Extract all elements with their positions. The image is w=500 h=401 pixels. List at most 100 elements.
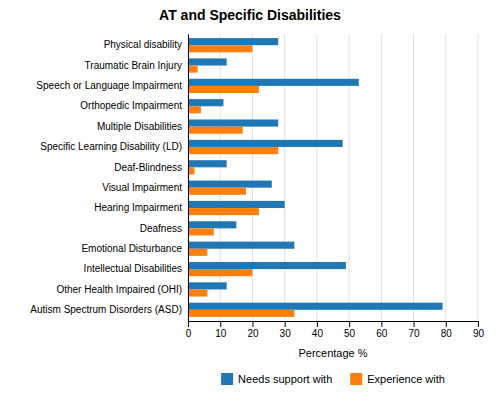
y-tick: Physical disability: [104, 39, 182, 50]
y-tick-label: Physical disability: [104, 39, 182, 50]
bar: [188, 181, 272, 188]
y-tick: Deaf-Blindness: [114, 162, 182, 173]
y-tick-label: Deaf-Blindness: [114, 162, 182, 173]
x-tick-label: 50: [344, 328, 356, 339]
y-tick: Other Health Impaired (OHI): [56, 284, 182, 295]
x-tick-label: 30: [280, 328, 292, 339]
x-tick: 60: [376, 321, 388, 339]
x-tick-label: 90: [473, 328, 485, 339]
y-tick: Deafness: [140, 223, 182, 234]
legend-swatch: [350, 373, 362, 385]
bar: [188, 282, 227, 289]
grid-line: [478, 34, 479, 321]
grid-line: [413, 34, 414, 321]
grid-line: [445, 34, 446, 321]
x-axis-line: [189, 322, 479, 328]
x-tick-label: 0: [186, 328, 192, 339]
y-tick-label: Emotional Disturbance: [81, 243, 182, 254]
grid-line: [188, 34, 189, 321]
x-tick-mark: [285, 321, 286, 327]
y-tick: Orthopedic Impairment: [80, 100, 182, 111]
y-tick-label: Visual Impairment: [102, 182, 182, 193]
x-tick-mark: [317, 321, 318, 327]
y-tick: Intellectual Disabilities: [84, 263, 182, 274]
y-tick: Specific Learning Disability (LD): [40, 141, 182, 152]
bar: [188, 160, 227, 167]
legend-swatch: [221, 373, 233, 385]
bar: [188, 249, 207, 256]
x-tick: 90: [473, 321, 485, 339]
y-tick: Hearing Impairment: [94, 202, 182, 213]
legend: Needs support with Experience with: [221, 373, 445, 385]
grid: [188, 34, 478, 321]
legend-label: Needs support with: [238, 373, 332, 385]
grid-line: [220, 34, 221, 321]
x-tick-mark: [381, 321, 382, 327]
bar: [188, 140, 343, 147]
y-tick-label: Multiple Disabilities: [97, 121, 182, 132]
bar: [188, 147, 278, 154]
x-axis-title: Percentage %: [298, 347, 367, 359]
x-tick-label: 60: [376, 328, 388, 339]
x-tick-label: 10: [215, 328, 227, 339]
x-tick: 0: [186, 321, 192, 339]
legend-item: Needs support with: [221, 373, 332, 385]
bar: [188, 45, 252, 52]
x-tick: 40: [312, 321, 324, 339]
bar: [188, 119, 278, 126]
x-tick-mark: [349, 321, 350, 327]
bar: [188, 79, 359, 86]
x-tick-label: 80: [441, 328, 453, 339]
legend-label: Experience with: [367, 373, 445, 385]
bar-series: [188, 38, 443, 310]
x-tick-mark: [414, 321, 415, 327]
grid-line: [284, 34, 285, 321]
bars: [188, 38, 443, 317]
title: AT and Specific Disabilities: [159, 7, 341, 23]
x-tick-mark: [478, 321, 479, 327]
x-tick: 70: [408, 321, 420, 339]
x-tick-mark: [220, 321, 221, 327]
bar: [188, 262, 346, 269]
y-tick-label: Autism Spectrum Disorders (ASD): [30, 304, 182, 315]
y-tick-label: Hearing Impairment: [94, 202, 182, 213]
bar: [188, 208, 259, 215]
x-tick: 80: [441, 321, 453, 339]
bar: [188, 303, 443, 310]
y-tick: Traumatic Brain Injury: [85, 60, 182, 71]
y-tick: Autism Spectrum Disorders (ASD): [30, 304, 182, 315]
y-axis-line: [188, 35, 189, 322]
y-tick-label: Specific Learning Disability (LD): [40, 141, 182, 152]
legend-item: Experience with: [350, 373, 445, 385]
x-tick-label: 20: [247, 328, 259, 339]
x-axis: 0 10 20 30 40 50 60 70 80 90: [186, 321, 485, 339]
y-tick-label: Deafness: [140, 223, 182, 234]
x-tick: 50: [344, 321, 356, 339]
bar: [188, 221, 236, 228]
x-tick-mark: [188, 321, 189, 327]
bar-series: [188, 45, 294, 317]
bar: [188, 58, 227, 65]
y-tick: Visual Impairment: [102, 182, 182, 193]
plot-area: 0 10 20 30 40 50 60 70 80 90 Autism Spectrum Disor…: [30, 34, 484, 359]
bar: [188, 228, 214, 235]
bar: [188, 106, 201, 113]
x-tick-label: 70: [408, 328, 420, 339]
y-tick: Multiple Disabilities: [97, 121, 182, 132]
y-tick-label: Other Health Impaired (OHI): [56, 284, 182, 295]
grid-line: [381, 34, 382, 321]
grid-line: [252, 34, 253, 321]
grid-line: [316, 34, 317, 321]
y-tick-label: Traumatic Brain Injury: [85, 60, 182, 71]
y-tick-label: Orthopedic Impairment: [80, 100, 182, 111]
y-tick: Emotional Disturbance: [81, 243, 182, 254]
chart: 0 10 20 30 40 50 60 70 80 90 Autism Spectrum Disor…: [0, 0, 500, 401]
grid-line: [349, 34, 350, 321]
bar: [188, 38, 278, 45]
bar: [188, 289, 207, 296]
bar: [188, 269, 252, 276]
y-tick: Speech or Language Impairment: [36, 80, 182, 91]
y-tick-label: Speech or Language Impairment: [36, 80, 182, 91]
x-tick: 10: [215, 321, 227, 339]
x-tick-label: 40: [312, 328, 324, 339]
